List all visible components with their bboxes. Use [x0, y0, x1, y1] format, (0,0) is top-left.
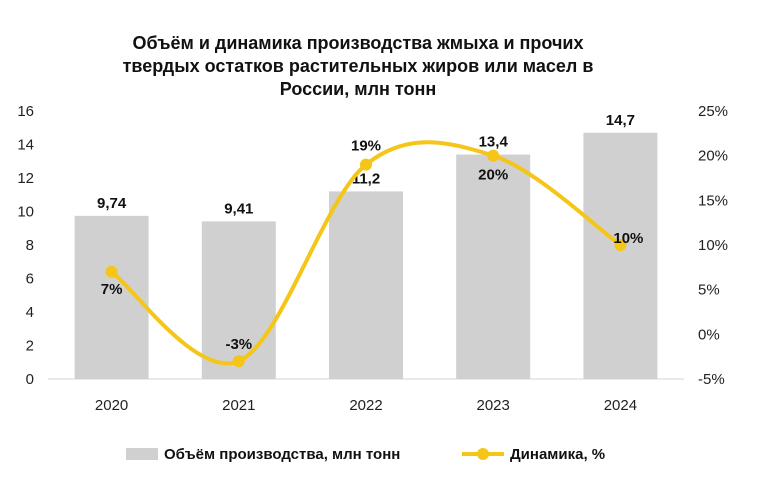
chart-title-line: Объём и динамика производства жмыха и пр… — [133, 33, 584, 53]
x-tick-label: 2022 — [349, 397, 382, 414]
right-tick-label: 5% — [698, 282, 720, 299]
right-tick-label: 0% — [698, 326, 720, 343]
line-series: 7% -3% 19% 20% 10% — [101, 138, 643, 368]
chart-title-line: России, млн тонн — [280, 79, 436, 99]
bar — [456, 154, 531, 379]
left-tick-label: 8 — [26, 237, 34, 254]
legend-line-marker — [477, 448, 489, 460]
line-point — [232, 355, 245, 368]
left-tick-label: 6 — [26, 271, 34, 288]
dynamics-line — [109, 140, 623, 366]
bar — [583, 132, 658, 379]
x-tick-label: 2023 — [477, 397, 510, 414]
left-tick-label: 2 — [26, 338, 34, 355]
x-tick-label: 2021 — [222, 397, 255, 414]
bar-value-label: 11,2 — [352, 170, 380, 187]
line-value-label: 19% — [351, 138, 381, 155]
bar-value-label: 14,7 — [606, 112, 635, 129]
bar — [201, 221, 276, 379]
chart-title: Объём и динамика производства жмыха и пр… — [123, 33, 594, 99]
left-tick-label: 4 — [26, 304, 34, 321]
right-tick-label: 25% — [698, 103, 728, 120]
legend-bar-label: Объём производства, млн тонн — [164, 446, 400, 463]
x-tick-label: 2020 — [95, 397, 128, 414]
line-value-label: -3% — [225, 336, 252, 353]
right-tick-label: 15% — [698, 192, 728, 209]
x-axis: 2020 2021 2022 2023 2024 — [48, 378, 684, 414]
line-value-label: 7% — [101, 281, 123, 298]
line-point — [360, 158, 372, 171]
bar-series: 9,74 9,41 11,2 13,4 14,7 — [74, 112, 658, 379]
right-y-axis: -5% 0% 5% 10% 15% 20% 25% — [698, 103, 728, 388]
line-value-label: 10% — [613, 230, 643, 247]
line-point — [614, 239, 627, 251]
left-tick-label: 14 — [17, 137, 34, 154]
right-tick-label: 10% — [698, 237, 728, 254]
line-value-label: 20% — [478, 167, 508, 184]
line-point — [487, 149, 500, 162]
left-tick-label: 0 — [26, 371, 34, 388]
legend: Объём производства, млн тонн Динамика, % — [126, 446, 605, 463]
bar — [329, 191, 403, 379]
chart-title-line: твердых остатков растительных жиров или … — [123, 56, 594, 76]
legend-bar-swatch — [126, 448, 158, 460]
left-tick-label: 12 — [17, 170, 34, 187]
left-tick-label: 16 — [17, 103, 34, 120]
x-tick-label: 2024 — [604, 397, 637, 414]
right-tick-label: -5% — [698, 371, 725, 388]
bar-value-label: 9,41 — [224, 200, 253, 217]
bar-value-label: 9,74 — [97, 195, 127, 212]
legend-line-label: Динамика, % — [510, 446, 605, 463]
line-point — [105, 265, 118, 278]
left-y-axis: 0 2 4 6 8 10 12 14 16 — [17, 103, 34, 388]
left-tick-label: 10 — [17, 204, 34, 221]
right-tick-label: 20% — [698, 148, 728, 165]
bar-value-label: 13,4 — [479, 134, 509, 151]
